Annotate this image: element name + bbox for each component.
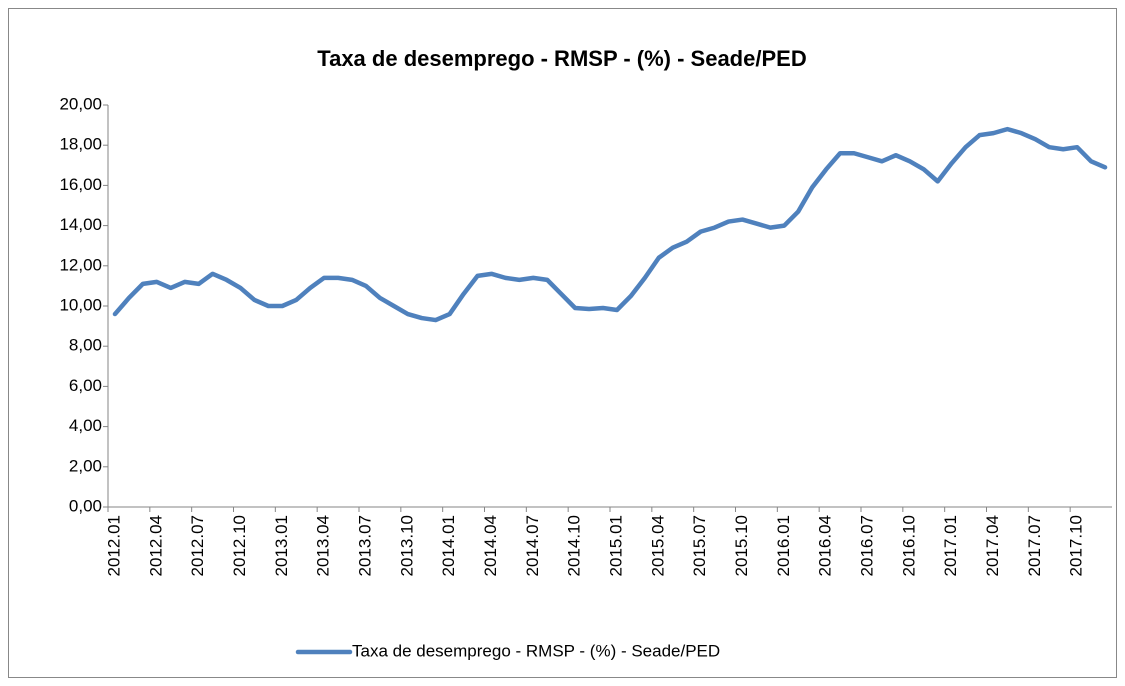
x-tick-label: 2017.07 bbox=[1025, 515, 1044, 576]
x-tick-label: 2017.01 bbox=[941, 515, 960, 576]
y-tick-label: 4,00 bbox=[69, 416, 102, 435]
x-tick-label: 2013.07 bbox=[355, 515, 374, 576]
y-tick-label: 10,00 bbox=[59, 295, 102, 314]
x-tick-label: 2015.04 bbox=[648, 515, 667, 576]
x-tick-label: 2015.01 bbox=[606, 515, 625, 576]
x-tick-label: 2015.07 bbox=[690, 515, 709, 576]
x-tick-label: 2017.10 bbox=[1067, 515, 1086, 576]
x-tick-label: 2015.10 bbox=[732, 515, 751, 576]
x-tick-label: 2014.10 bbox=[565, 515, 584, 576]
y-tick-label: 16,00 bbox=[59, 175, 102, 194]
y-tick-label: 20,00 bbox=[59, 94, 102, 113]
x-tick-label: 2012.04 bbox=[146, 515, 165, 576]
x-tick-label: 2012.07 bbox=[188, 515, 207, 576]
x-tick-label: 2016.10 bbox=[899, 515, 918, 576]
y-tick-label: 18,00 bbox=[59, 135, 102, 154]
y-tick-label: 2,00 bbox=[69, 456, 102, 475]
x-tick-label: 2016.04 bbox=[816, 515, 835, 576]
legend-label: Taxa de desemprego - RMSP - (%) - Seade/… bbox=[352, 641, 720, 660]
x-tick-label: 2013.01 bbox=[272, 515, 291, 576]
x-tick-label: 2013.04 bbox=[314, 515, 333, 576]
y-tick-label: 12,00 bbox=[59, 255, 102, 274]
chart-title: Taxa de desemprego - RMSP - (%) - Seade/… bbox=[317, 46, 806, 71]
x-tick-label: 2016.07 bbox=[857, 515, 876, 576]
y-tick-label: 14,00 bbox=[59, 215, 102, 234]
data-line bbox=[112, 126, 1108, 323]
x-tick-label: 2017.04 bbox=[983, 515, 1002, 576]
x-tick-label: 2014.04 bbox=[481, 515, 500, 576]
y-tick-label: 0,00 bbox=[69, 496, 102, 515]
x-tick-label: 2013.10 bbox=[397, 515, 416, 576]
x-tick-label: 2016.01 bbox=[774, 515, 793, 576]
x-tick-label: 2014.01 bbox=[439, 515, 458, 576]
x-tick-label: 2012.01 bbox=[104, 515, 123, 576]
y-tick-label: 6,00 bbox=[69, 376, 102, 395]
x-tick-label: 2012.10 bbox=[230, 515, 249, 576]
chart-border bbox=[8, 8, 1117, 678]
y-tick-label: 8,00 bbox=[69, 336, 102, 355]
x-tick-label: 2014.07 bbox=[523, 515, 542, 576]
